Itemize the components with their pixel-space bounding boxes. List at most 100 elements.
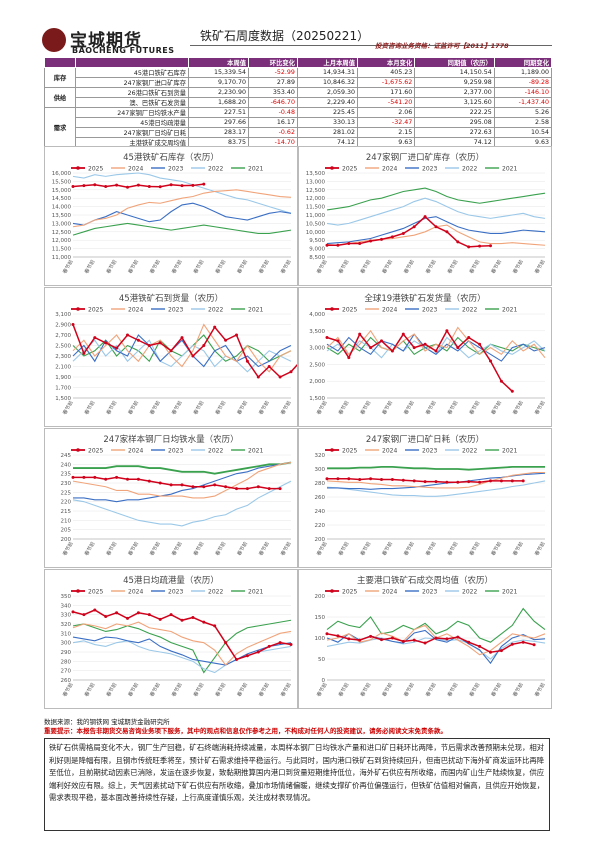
x-tick-label: 春节前 — [490, 541, 504, 558]
x-tick-label: 春节前 — [424, 400, 438, 417]
y-tick-label: 3,100 — [55, 312, 71, 318]
data-point-2025 — [336, 243, 340, 247]
x-tick-label: 春节前 — [127, 400, 141, 417]
chart-title: 45港铁矿石到货量（农历） — [119, 293, 223, 304]
disclaimer: 重要提示：本报告非期货交易咨询业务项下服务，其中的观点和信息仅作参考之用，不构成… — [44, 727, 447, 735]
value-cell: 9,170.70 — [187, 77, 250, 88]
data-point-2025 — [467, 480, 471, 484]
chart-svg: 主要港口铁矿石成交周均值（农历）2025 2024 2023 2022 2021 200 1… — [315, 575, 547, 699]
legend-label: 2021 — [248, 448, 263, 455]
x-tick-label: 春节前 — [257, 400, 271, 417]
y-tick-label: 205 — [61, 528, 72, 534]
y-tick-label: 330 — [61, 613, 72, 619]
data-point-2025 — [358, 242, 362, 246]
y-tick-label: 4,000 — [309, 312, 325, 318]
x-tick-label: 春节前 — [446, 400, 460, 417]
series-line-2023 — [73, 461, 292, 503]
data-point-2025 — [467, 640, 471, 644]
data-point-2025 — [158, 481, 162, 485]
metric-name-cell: 247家钢厂日均铁水产量 — [75, 107, 189, 118]
data-point-2025 — [191, 485, 195, 489]
data-point-2025 — [256, 485, 260, 489]
x-tick-label: 春节前 — [127, 259, 141, 276]
value-cell: 222.25 — [414, 107, 495, 118]
data-point-2025 — [180, 336, 184, 340]
data-point-2025 — [336, 634, 340, 638]
x-tick-label: 春节前 — [468, 400, 482, 417]
y-tick-label: 1,900 — [55, 375, 71, 381]
legend-label: 2022 — [462, 448, 477, 455]
x-tick-label: 春节前 — [490, 259, 504, 276]
legend-label: 2024 — [382, 166, 397, 173]
series-line-2024 — [72, 323, 292, 373]
series-line-2025 — [72, 324, 297, 379]
data-point-2025 — [202, 620, 206, 624]
y-tick-label: 240 — [61, 462, 72, 468]
x-tick-label: 春节前 — [315, 682, 329, 699]
series-line-2021 — [327, 466, 545, 471]
y-tick-label: 11,000 — [52, 255, 72, 261]
data-point-2025 — [499, 649, 503, 653]
data-point-2025 — [456, 635, 460, 639]
legend-label: 2025 — [342, 307, 357, 314]
series-line-2025 — [326, 633, 535, 654]
data-point-2025 — [347, 637, 351, 641]
y-tick-label: 13,000 — [52, 221, 72, 227]
series-line-2025 — [327, 215, 491, 248]
x-tick-label: 春节前 — [337, 400, 351, 417]
data-point-2025 — [104, 615, 108, 619]
market-commentary: 铁矿石供需格局变化不大，钢厂生产回稳，矿石终端消耗持续减量，本周样本钢厂日均铁水… — [44, 738, 550, 831]
y-tick-label: 2,100 — [55, 365, 71, 371]
x-tick-label: 春节前 — [468, 259, 482, 276]
data-point-2025 — [169, 613, 173, 617]
data-point-2025 — [445, 637, 449, 641]
x-tick-label: 春节前 — [359, 541, 373, 558]
data-point-2025 — [412, 225, 416, 229]
x-tick-label: 春节前 — [490, 682, 504, 699]
series-line-2023 — [72, 334, 292, 368]
header-divider — [190, 45, 552, 46]
data-point-2025 — [380, 237, 383, 241]
x-tick-label: 春节前 — [402, 400, 416, 417]
data-point-2025 — [93, 183, 97, 187]
x-tick-label: 春节前 — [105, 259, 119, 276]
y-tick-label: 12,500 — [306, 188, 326, 194]
legend-label: 2025 — [88, 307, 103, 314]
value-cell: 2,229.40 — [296, 97, 359, 108]
x-tick-label: 春节前 — [381, 541, 395, 558]
value-cell: 3,125.60 — [414, 97, 495, 108]
logo-chinese: 宝城期货 — [70, 31, 142, 51]
x-tick-label: 春节前 — [148, 682, 162, 699]
data-point-2025 — [158, 617, 162, 621]
data-point-2025 — [82, 351, 86, 355]
y-tick-label: 14,000 — [52, 205, 72, 211]
x-tick-label: 春节前 — [257, 541, 271, 558]
data-point-2025 — [224, 641, 228, 645]
x-tick-label: 春节前 — [511, 682, 525, 699]
y-tick-label: 1,500 — [55, 396, 71, 402]
y-tick-label: 310 — [61, 631, 72, 637]
value-cell: 283.17 — [187, 127, 250, 138]
chart-title: 45港日均疏港量（农历） — [123, 575, 219, 586]
data-point-2025 — [489, 359, 492, 363]
value-cell: -32.47 — [356, 117, 416, 128]
data-point-2025 — [136, 183, 140, 187]
data-point-2025 — [510, 389, 514, 393]
data-point-2025 — [267, 365, 271, 368]
value-cell: 16.17 — [248, 117, 298, 128]
data-point-2025 — [336, 477, 340, 481]
data-point-2025 — [325, 477, 329, 481]
data-point-2025 — [169, 183, 173, 187]
data-point-2025 — [423, 342, 427, 346]
y-tick-label: 3,500 — [309, 329, 325, 335]
legend-label: 2025 — [342, 166, 357, 173]
data-point-2025 — [478, 644, 482, 648]
y-tick-label: 11,500 — [306, 205, 326, 211]
data-point-2025 — [369, 477, 373, 481]
page-title: 铁矿石周度数据（20250221） — [200, 29, 370, 43]
header-cell: 环比变化 — [248, 57, 298, 68]
data-point-2025 — [412, 346, 416, 350]
x-tick-label: 春节前 — [511, 541, 525, 558]
data-point-2025 — [456, 346, 460, 350]
chart-panel-global-shipments: 全球19港铁矿石发货量（农历） 2025 2024 2023 2022 2021 4,000… — [298, 287, 552, 427]
